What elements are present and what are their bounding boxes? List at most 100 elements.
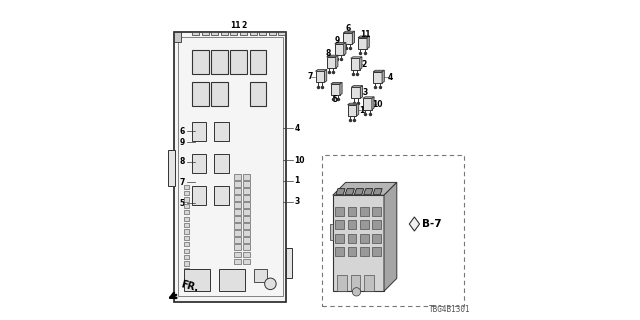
Polygon shape bbox=[331, 84, 340, 95]
Bar bbox=[184, 210, 189, 214]
Bar bbox=[184, 236, 189, 240]
Text: 4: 4 bbox=[388, 73, 393, 82]
Bar bbox=[243, 174, 250, 180]
Polygon shape bbox=[344, 43, 346, 55]
Polygon shape bbox=[344, 31, 355, 33]
Bar bbox=[243, 237, 250, 243]
Bar bbox=[184, 249, 189, 253]
Text: 8: 8 bbox=[326, 49, 332, 58]
Polygon shape bbox=[330, 224, 333, 240]
Polygon shape bbox=[363, 97, 374, 99]
Bar bbox=[243, 209, 250, 215]
Bar bbox=[250, 82, 266, 106]
Text: 4: 4 bbox=[294, 124, 300, 132]
Bar bbox=[372, 220, 381, 229]
Bar bbox=[335, 234, 344, 243]
Text: 10: 10 bbox=[294, 156, 305, 164]
Polygon shape bbox=[373, 189, 382, 195]
Polygon shape bbox=[352, 31, 355, 44]
Bar bbox=[234, 216, 241, 222]
Bar bbox=[184, 217, 189, 221]
Polygon shape bbox=[346, 189, 355, 195]
Bar bbox=[214, 186, 229, 205]
Polygon shape bbox=[336, 189, 345, 195]
Polygon shape bbox=[340, 83, 342, 95]
Text: 2: 2 bbox=[242, 21, 247, 30]
Polygon shape bbox=[327, 55, 338, 57]
Polygon shape bbox=[351, 57, 362, 59]
Bar bbox=[234, 237, 241, 243]
Text: 6: 6 bbox=[179, 127, 185, 136]
Bar bbox=[243, 188, 250, 194]
Bar bbox=[337, 275, 347, 291]
Polygon shape bbox=[382, 70, 385, 83]
Polygon shape bbox=[346, 189, 355, 195]
Text: 9: 9 bbox=[179, 138, 185, 147]
Polygon shape bbox=[356, 103, 359, 116]
Bar bbox=[234, 202, 241, 208]
Polygon shape bbox=[335, 44, 344, 55]
Bar bbox=[192, 32, 199, 35]
Bar bbox=[192, 82, 209, 106]
Bar bbox=[211, 32, 218, 35]
Bar bbox=[360, 234, 369, 243]
Text: 3: 3 bbox=[294, 197, 300, 206]
Text: 5: 5 bbox=[179, 199, 185, 208]
Polygon shape bbox=[373, 72, 382, 83]
Bar bbox=[335, 207, 344, 216]
Bar bbox=[348, 207, 356, 216]
Bar bbox=[214, 154, 229, 173]
Text: 3: 3 bbox=[362, 88, 367, 97]
Polygon shape bbox=[373, 189, 382, 195]
Polygon shape bbox=[333, 182, 397, 195]
Text: 8: 8 bbox=[179, 157, 185, 166]
Polygon shape bbox=[364, 189, 372, 195]
Bar bbox=[365, 275, 374, 291]
Bar bbox=[174, 32, 287, 302]
Polygon shape bbox=[364, 189, 372, 195]
Bar bbox=[240, 32, 247, 35]
Text: 5: 5 bbox=[333, 95, 338, 104]
Polygon shape bbox=[360, 86, 362, 99]
Polygon shape bbox=[355, 189, 364, 195]
Text: 6: 6 bbox=[345, 24, 351, 33]
Text: 7: 7 bbox=[179, 178, 185, 187]
Polygon shape bbox=[316, 70, 327, 71]
Polygon shape bbox=[384, 182, 397, 291]
Bar bbox=[335, 247, 344, 256]
Bar bbox=[192, 186, 206, 205]
Bar bbox=[234, 252, 241, 257]
Bar bbox=[250, 32, 257, 35]
Bar bbox=[221, 32, 228, 35]
Bar bbox=[192, 50, 209, 74]
Text: TBG4B1301: TBG4B1301 bbox=[429, 305, 470, 314]
Bar bbox=[335, 220, 344, 229]
Bar bbox=[348, 220, 356, 229]
Text: 10: 10 bbox=[372, 100, 382, 108]
Bar bbox=[285, 248, 292, 278]
Polygon shape bbox=[360, 57, 362, 70]
Bar bbox=[269, 32, 276, 35]
Bar bbox=[184, 274, 189, 278]
Bar bbox=[184, 197, 189, 202]
Bar bbox=[360, 247, 369, 256]
Bar bbox=[184, 185, 189, 189]
Polygon shape bbox=[351, 87, 360, 99]
Polygon shape bbox=[344, 33, 352, 44]
Bar bbox=[360, 207, 369, 216]
Bar bbox=[234, 181, 241, 187]
Bar bbox=[184, 269, 210, 291]
Polygon shape bbox=[351, 59, 360, 70]
Text: FR.: FR. bbox=[179, 279, 199, 293]
Circle shape bbox=[265, 278, 276, 290]
Bar bbox=[348, 247, 356, 256]
Polygon shape bbox=[174, 32, 181, 42]
Polygon shape bbox=[358, 38, 367, 49]
Polygon shape bbox=[335, 43, 346, 44]
Bar bbox=[230, 50, 247, 74]
Bar bbox=[322, 155, 464, 306]
Bar bbox=[243, 252, 250, 257]
Bar bbox=[184, 229, 189, 234]
Bar bbox=[243, 244, 250, 250]
Polygon shape bbox=[346, 189, 355, 195]
